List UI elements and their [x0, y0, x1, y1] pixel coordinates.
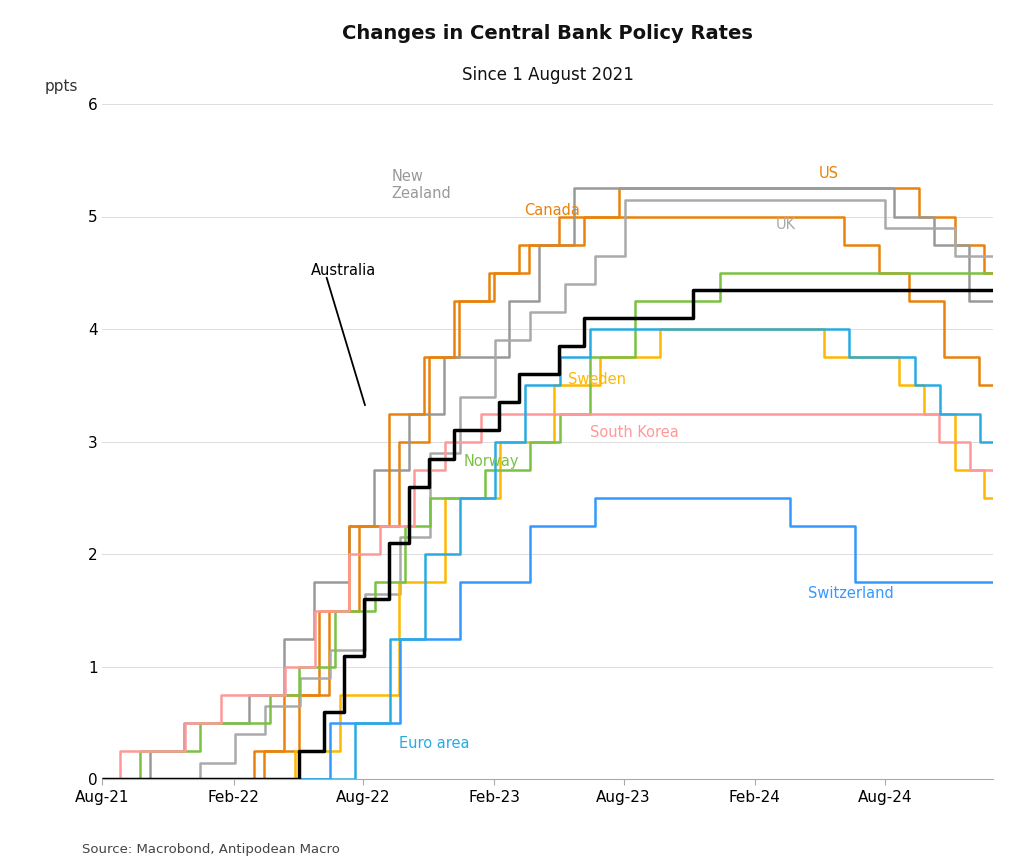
Text: South Korea: South Korea: [590, 425, 679, 440]
Text: ppts: ppts: [44, 79, 78, 94]
Text: Canada: Canada: [524, 204, 581, 218]
Text: Source: Macrobond, Antipodean Macro: Source: Macrobond, Antipodean Macro: [82, 843, 340, 856]
Text: Norway: Norway: [464, 455, 519, 469]
Text: Sweden: Sweden: [568, 372, 626, 387]
Text: Switzerland: Switzerland: [808, 586, 893, 601]
Text: US: US: [819, 166, 839, 181]
Text: Australia: Australia: [311, 263, 376, 278]
Text: Changes in Central Bank Policy Rates: Changes in Central Bank Policy Rates: [342, 24, 754, 43]
Text: New
Zealand: New Zealand: [391, 169, 452, 201]
Text: UK: UK: [775, 216, 796, 232]
Text: Since 1 August 2021: Since 1 August 2021: [462, 66, 634, 84]
Text: Euro area: Euro area: [398, 736, 469, 751]
